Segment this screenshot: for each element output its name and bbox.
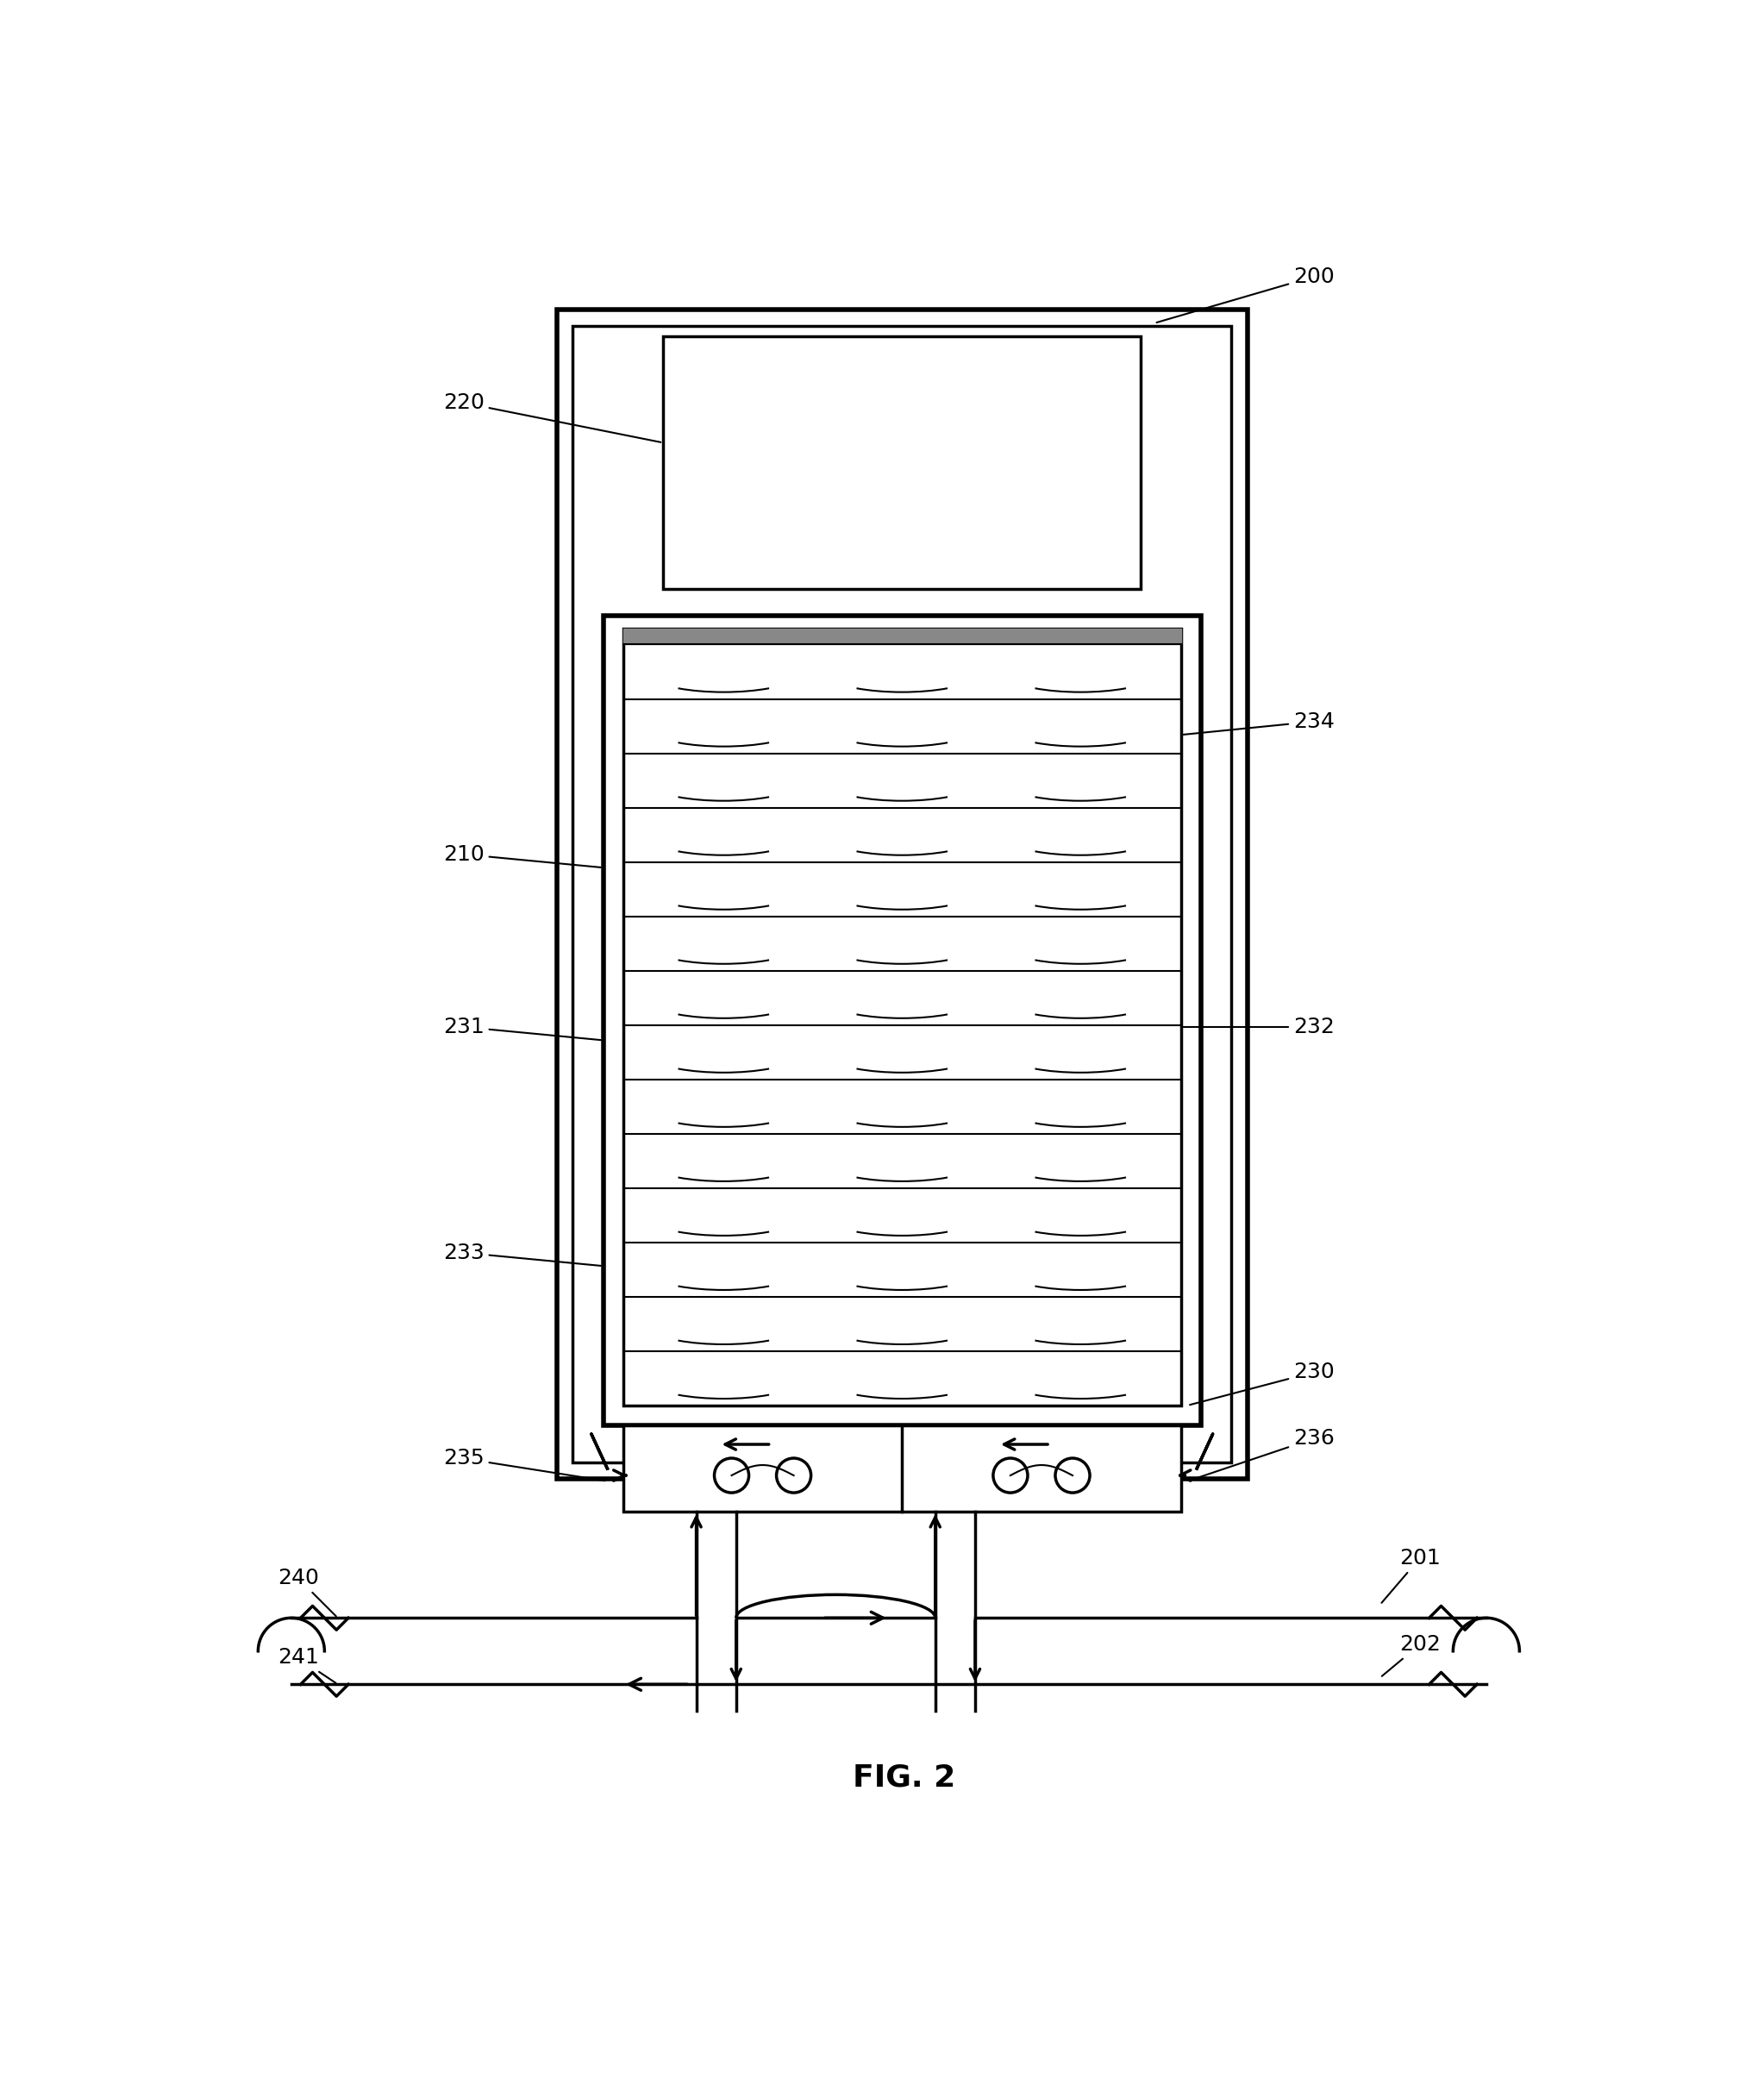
Bar <box>573 326 1231 1462</box>
Text: 232: 232 <box>1184 1017 1334 1037</box>
Text: 201: 201 <box>1381 1549 1441 1603</box>
Text: 231: 231 <box>443 1017 602 1040</box>
Bar <box>663 337 1141 588</box>
Text: 202: 202 <box>1381 1634 1441 1676</box>
Text: 240: 240 <box>277 1568 337 1615</box>
Text: 234: 234 <box>1184 711 1334 734</box>
Bar <box>603 615 1201 1426</box>
Text: 200: 200 <box>1157 266 1334 322</box>
Bar <box>623 628 1180 1405</box>
Text: 210: 210 <box>443 844 602 867</box>
Text: 220: 220 <box>443 393 662 443</box>
Text: 241: 241 <box>277 1647 335 1684</box>
Text: 236: 236 <box>1189 1428 1334 1480</box>
Bar <box>557 310 1247 1478</box>
Bar <box>623 1426 1180 1511</box>
Text: 230: 230 <box>1191 1362 1334 1405</box>
Text: 233: 233 <box>443 1243 602 1266</box>
Text: FIG. 2: FIG. 2 <box>852 1763 956 1792</box>
Text: 235: 235 <box>443 1449 605 1480</box>
